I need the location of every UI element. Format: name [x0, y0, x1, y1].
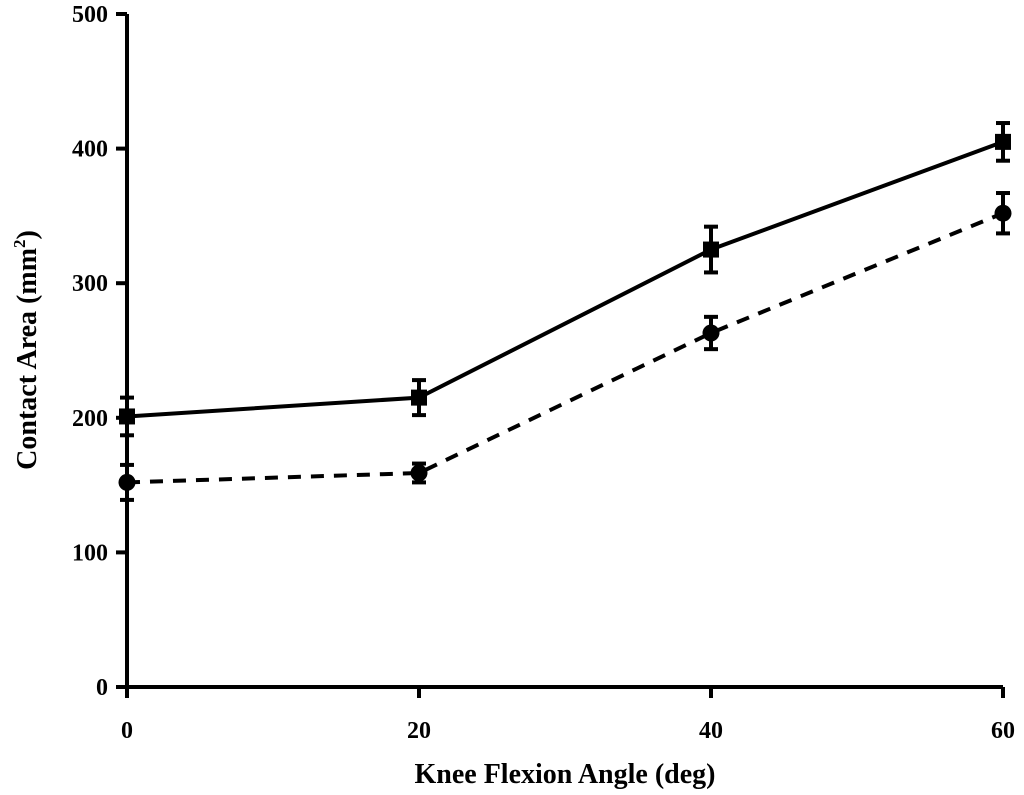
- data-point-circle: [994, 204, 1012, 222]
- y-tick-label: 500: [72, 2, 108, 28]
- y-axis-label-close: ): [12, 230, 43, 239]
- y-tick-label: 100: [72, 540, 108, 566]
- data-point-square: [119, 408, 135, 425]
- y-tick-label: 400: [72, 137, 108, 163]
- series-group: [118, 121, 1012, 502]
- data-point-circle: [410, 464, 428, 482]
- x-tick-label: 20: [407, 718, 431, 744]
- y-tick-label: 200: [72, 406, 108, 432]
- series-2-line: [126, 211, 1004, 485]
- y-axis-label: Contact Area (mm2): [10, 230, 43, 470]
- x-tick-label: 60: [991, 718, 1015, 744]
- data-point-square: [411, 389, 427, 406]
- x-axis-label: Knee Flexion Angle (deg): [415, 759, 716, 790]
- x-tick-label: 0: [121, 718, 133, 744]
- data-point-circle: [118, 473, 136, 491]
- y-axis-label-superscript: 2: [10, 239, 29, 248]
- axes: [125, 14, 1003, 689]
- tick-group: 0 100 200 300 400 500 0 20 40 60: [72, 2, 1015, 744]
- y-tick-label: 0: [96, 675, 108, 701]
- y-axis-label-text: Contact Area (mm: [12, 248, 43, 470]
- y-tick-label: 300: [72, 271, 108, 297]
- x-tick-label: 40: [699, 718, 723, 744]
- data-point-circle: [702, 324, 720, 342]
- series-1: [119, 121, 1011, 438]
- series-1-line: [126, 139, 1004, 419]
- data-point-square: [703, 241, 719, 258]
- series-2: [118, 191, 1012, 502]
- data-point-square: [995, 133, 1011, 150]
